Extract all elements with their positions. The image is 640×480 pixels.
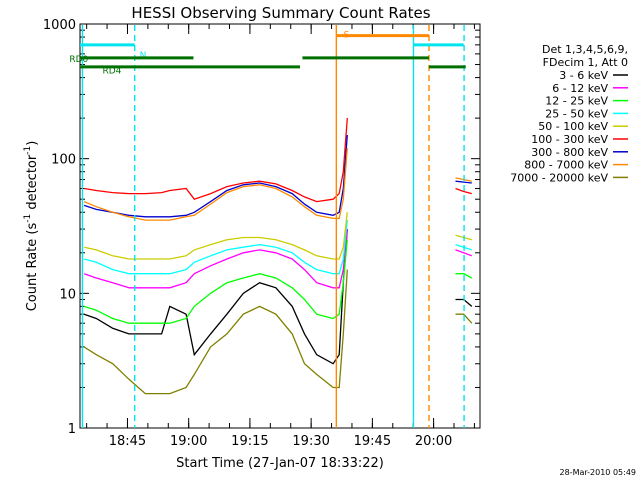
flag-bar-label: N <box>140 51 147 61</box>
y-tick-label: 100 <box>51 153 76 168</box>
x-axis-label: Start Time (27-Jan-07 18:33:22) <box>176 456 384 471</box>
x-tick-label: 20:00 <box>415 434 452 449</box>
flag-bars: N S RD0 RD4 <box>69 31 466 76</box>
legend: Det 1,3,4,5,6,9, FDecim 1, Att 0 3 - 6 k… <box>510 43 628 184</box>
series-line <box>83 134 348 218</box>
series-line <box>455 249 473 257</box>
plot-area <box>79 23 481 429</box>
flag-bar-label: RD4 <box>102 66 121 76</box>
y-label-sup2: -1 <box>23 146 33 155</box>
y-axis: 1 10 100 1000 <box>43 18 480 437</box>
x-axis: 18:45 19:00 19:15 19:30 19:45 20:00 <box>86 24 475 449</box>
x-tick-label: 18:45 <box>109 434 146 449</box>
y-label-end: ) <box>25 141 40 146</box>
legend-header-line1: Det 1,3,4,5,6,9, <box>542 43 628 56</box>
series-line <box>83 239 348 324</box>
series-line <box>83 220 348 275</box>
series-line <box>83 229 348 365</box>
y-label-mid: detector <box>25 154 40 214</box>
series-line <box>83 212 348 260</box>
plot-frame <box>79 23 481 429</box>
x-tick-label: 19:15 <box>231 434 268 449</box>
legend-label: 25 - 50 keV <box>545 107 608 120</box>
footer-timestamp: 28-Mar-2010 05:49 <box>560 468 637 477</box>
series-line <box>455 180 472 184</box>
y-tick-label: 10 <box>59 287 76 302</box>
legend-label: 6 - 12 keV <box>552 82 608 95</box>
series-line <box>83 118 348 203</box>
legend-header-line2: FDecim 1, Att 0 <box>543 56 628 69</box>
legend-label: 7000 - 20000 keV <box>510 171 608 184</box>
chart-title: HESSI Observing Summary Count Rates <box>131 4 430 22</box>
legend-label: 300 - 800 keV <box>531 146 608 159</box>
legend-label: 12 - 25 keV <box>545 95 608 108</box>
series-line <box>83 269 348 395</box>
series-line <box>455 273 473 279</box>
y-tick-label: 1 <box>68 422 76 437</box>
series-line <box>455 187 472 195</box>
series-layer <box>83 118 473 395</box>
legend-label: 50 - 100 keV <box>538 120 608 133</box>
series-line <box>83 147 348 221</box>
x-tick-label: 19:30 <box>292 434 329 449</box>
y-label-main: Count Rate (s <box>25 223 40 312</box>
vertical-markers <box>81 25 465 428</box>
legend-label: 3 - 6 keV <box>559 69 608 82</box>
flag-bar-label: RD0 <box>69 55 88 65</box>
flag-bar-label: S <box>344 31 350 41</box>
y-tick-label: 1000 <box>43 18 76 33</box>
legend-label: 100 - 300 keV <box>531 133 608 146</box>
y-label-sup1: -1 <box>23 214 33 223</box>
x-tick-label: 19:00 <box>170 434 207 449</box>
legend-label: 800 - 7000 keV <box>524 159 608 172</box>
series-line <box>455 313 473 324</box>
x-tick-label: 19:45 <box>354 434 391 449</box>
y-axis-label: Count Rate (s-1 detector-1) <box>23 141 40 312</box>
